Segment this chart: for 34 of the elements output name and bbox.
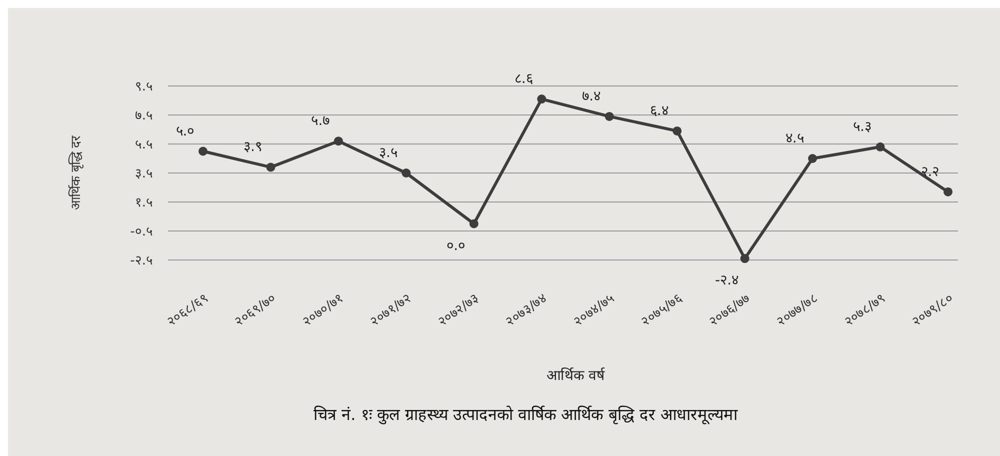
y-axis-title: आर्थिक बृद्धि दर: [68, 134, 84, 210]
y-tick-label: -२.५: [130, 254, 153, 269]
data-label: ५.०: [176, 123, 194, 140]
data-label: ४.५: [785, 130, 804, 146]
data-label: -२.४: [715, 272, 739, 289]
point: [876, 142, 885, 152]
data-label: ५.७: [311, 113, 330, 130]
y-tick-label: -०.५: [130, 224, 153, 240]
point: [402, 168, 411, 178]
y-tick-label: ७.५: [134, 108, 153, 124]
point: [740, 254, 750, 264]
y-tick-label: ९.५: [134, 80, 153, 95]
x-axis-title: आर्थिक वर्ष: [546, 367, 606, 384]
point: [334, 136, 343, 146]
point: [266, 162, 276, 172]
data-label: ०.०: [446, 238, 466, 254]
text: चित्र नं. १ः कुल ग्राहस्थ्य उत्पादनको वार्षिक आर्थिक बृद्धि दर आधारमूल्यमा: [314, 405, 738, 425]
point: [469, 219, 478, 228]
y-tick-label: ३.५: [134, 166, 153, 182]
data-label: ७.४: [582, 88, 601, 104]
point: [604, 112, 614, 121]
point: [808, 154, 818, 163]
point: [198, 146, 208, 156]
data-label: ३.५: [378, 145, 398, 161]
y-tick-label: १.५: [134, 196, 153, 211]
data-label: ६.४: [650, 102, 668, 119]
point: [944, 187, 952, 196]
data-label: ३.९: [244, 139, 262, 156]
point: [537, 94, 546, 104]
point: [672, 126, 682, 136]
data-label: ५.३: [853, 118, 872, 135]
data-label: ८.६: [514, 71, 533, 88]
y-tick-label: ५.५: [134, 138, 153, 153]
data-label: २.२: [920, 164, 940, 180]
